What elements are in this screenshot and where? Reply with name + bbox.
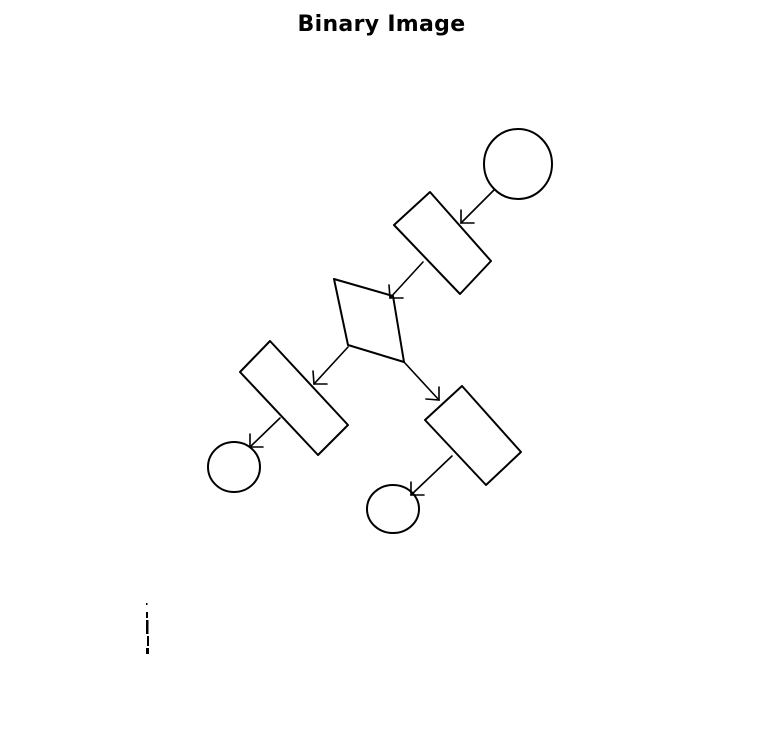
edge-decision-to-process-left — [312, 346, 349, 385]
edge-decision-to-process-right — [403, 361, 440, 401]
edge-process-left-to-end-left — [249, 417, 281, 448]
binarization-noise — [146, 603, 149, 654]
figure-title: Binary Image — [297, 12, 466, 37]
edge-process-right-to-end-right — [410, 455, 453, 496]
process-rect-1 — [393, 191, 492, 295]
edge-start-to-process-1 — [460, 189, 495, 224]
process-rect-left — [239, 340, 349, 456]
start-circle — [483, 128, 553, 200]
end-circle-right — [366, 484, 420, 534]
end-circle-left — [207, 441, 261, 493]
process-rect-right — [424, 385, 522, 486]
decision-parallelogram — [333, 278, 405, 363]
edge-process-1-to-decision — [388, 261, 424, 299]
